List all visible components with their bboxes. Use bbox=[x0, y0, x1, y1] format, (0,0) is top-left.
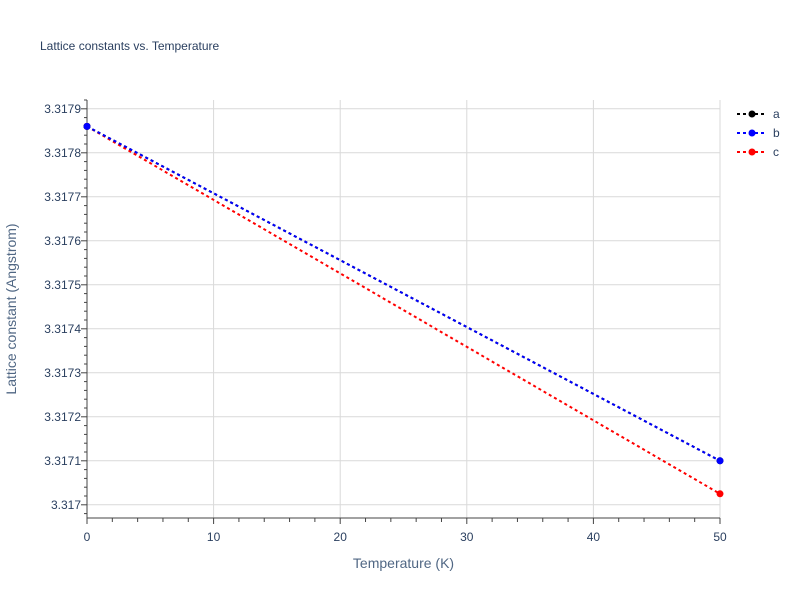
data-point-c bbox=[716, 490, 724, 498]
x-tick-label: 10 bbox=[207, 530, 221, 544]
y-tick-label: 3.3172 bbox=[44, 410, 81, 424]
y-tick-label: 3.3171 bbox=[44, 454, 81, 468]
y-tick-label: 3.3178 bbox=[44, 146, 81, 160]
y-tick-label: 3.3175 bbox=[44, 278, 81, 292]
legend-marker bbox=[748, 148, 756, 156]
legend-marker bbox=[748, 129, 756, 137]
y-axis-title: Lattice constant (Angstrom) bbox=[3, 223, 19, 394]
legend-item-b[interactable]: b bbox=[737, 126, 780, 140]
grid bbox=[87, 100, 721, 518]
legend-item-a[interactable]: a bbox=[737, 107, 780, 121]
x-tick-label: 0 bbox=[84, 530, 91, 544]
y-tick-label: 3.3174 bbox=[44, 322, 81, 336]
y-tick-label: 3.3176 bbox=[44, 234, 81, 248]
x-tick-label: 40 bbox=[587, 530, 601, 544]
data-point-b bbox=[83, 122, 91, 130]
axes: 0 10 20 30 40 50 3.317 3.3171 3.3172 3.3173 3.3174… bbox=[44, 99, 727, 544]
chart-title: Lattice constants vs. Temperature bbox=[40, 39, 220, 53]
legend-label: a bbox=[773, 107, 780, 121]
y-tick-label: 3.317 bbox=[51, 498, 81, 512]
x-axis-title: Temperature (K) bbox=[353, 555, 454, 571]
legend-label: b bbox=[773, 126, 780, 140]
y-tick-label: 3.3177 bbox=[44, 190, 81, 204]
x-tick-label: 20 bbox=[334, 530, 348, 544]
series-group bbox=[83, 122, 724, 498]
y-tick-label: 3.3173 bbox=[44, 366, 81, 380]
y-tick-label: 3.3179 bbox=[44, 102, 81, 116]
legend-label: c bbox=[773, 145, 779, 159]
data-point-b bbox=[716, 457, 724, 465]
series-line-b bbox=[86, 125, 721, 462]
x-tick-label: 30 bbox=[460, 530, 474, 544]
legend: abc bbox=[737, 107, 780, 159]
legend-marker bbox=[748, 110, 756, 118]
series-line-c bbox=[86, 125, 721, 495]
legend-item-c[interactable]: c bbox=[737, 145, 779, 159]
x-tick-label: 50 bbox=[713, 530, 727, 544]
